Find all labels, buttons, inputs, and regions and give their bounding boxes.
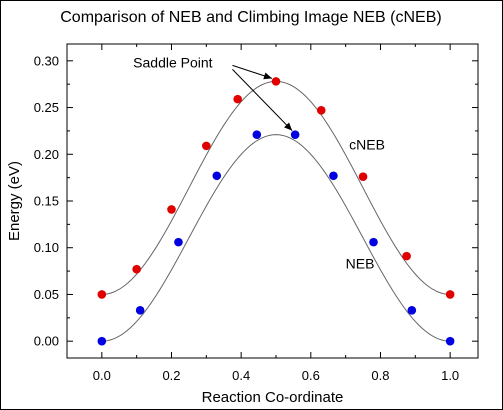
data-point-neb (329, 171, 338, 181)
data-point-neb (135, 306, 145, 315)
neb-series-label: NEB (346, 255, 375, 271)
y-tick-label: 0.15 (34, 194, 59, 209)
data-point-neb (407, 306, 417, 315)
x-tick-label: 0.8 (371, 368, 389, 383)
data-point-cneb (97, 290, 107, 299)
fit-curve-neb (101, 134, 451, 342)
data-point-cneb (445, 290, 455, 299)
chart-title: Comparison of NEB and Climbing Image NEB… (60, 9, 441, 26)
plot-area (66, 43, 479, 359)
data-point-cneb (233, 94, 242, 104)
y-tick-label: 0.25 (34, 100, 59, 115)
data-point-cneb (358, 172, 368, 182)
plot-border (66, 43, 479, 359)
x-tick-label: 0.6 (302, 368, 320, 383)
fit-curves (101, 80, 451, 342)
saddle-point-arrows (232, 64, 293, 131)
fit-curve-cneb (101, 80, 451, 295)
cneb-series-label: cNEB (349, 137, 385, 153)
data-point-neb (252, 130, 262, 139)
data-point-neb (212, 171, 222, 181)
axis-ticks: 0.0 0.2 0.4 0.6 0.8 1.0 0.00 0.05 0.10 0.15 0.20 0.… (34, 44, 478, 383)
saddle-point-annotation: Saddle Point (133, 54, 213, 70)
data-point-neb (290, 130, 300, 139)
arrow-head (263, 72, 272, 80)
x-tick-label: 0.0 (93, 368, 111, 383)
y-tick-label: 0.10 (34, 240, 59, 255)
y-tick-label: 0.00 (34, 334, 59, 349)
data-point-neb (369, 237, 378, 247)
data-point-neb (445, 336, 455, 346)
data-point-cneb (202, 141, 211, 151)
x-tick-label: 1.0 (441, 368, 459, 383)
y-tick-label: 0.20 (34, 147, 59, 162)
data-points (97, 77, 455, 346)
y-axis-title: Energy (eV) (6, 161, 23, 241)
arrow-head (284, 122, 293, 131)
x-tick-label: 0.4 (232, 368, 250, 383)
data-point-neb (97, 336, 107, 346)
arrow-line (232, 69, 293, 131)
data-point-cneb (132, 264, 141, 274)
data-point-cneb (316, 106, 326, 115)
data-point-neb (174, 237, 183, 247)
data-point-cneb (402, 251, 411, 261)
x-axis-title: Reaction Co-ordinate (202, 389, 344, 406)
y-tick-label: 0.30 (34, 53, 59, 68)
data-point-cneb (271, 77, 281, 86)
x-tick-label: 0.2 (162, 368, 180, 383)
data-point-cneb (167, 205, 176, 214)
y-tick-label: 0.05 (34, 287, 59, 302)
